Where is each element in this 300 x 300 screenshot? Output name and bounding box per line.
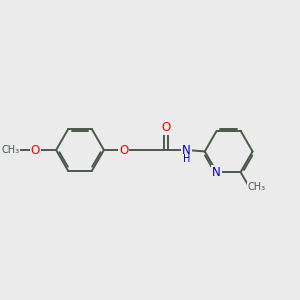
Text: CH₃: CH₃ (248, 182, 266, 192)
Text: N: N (212, 166, 221, 179)
Text: O: O (31, 143, 40, 157)
Text: N: N (182, 143, 191, 157)
Text: H: H (183, 154, 190, 164)
Text: O: O (119, 143, 128, 157)
Text: O: O (161, 121, 170, 134)
Text: CH₃: CH₃ (1, 145, 20, 155)
